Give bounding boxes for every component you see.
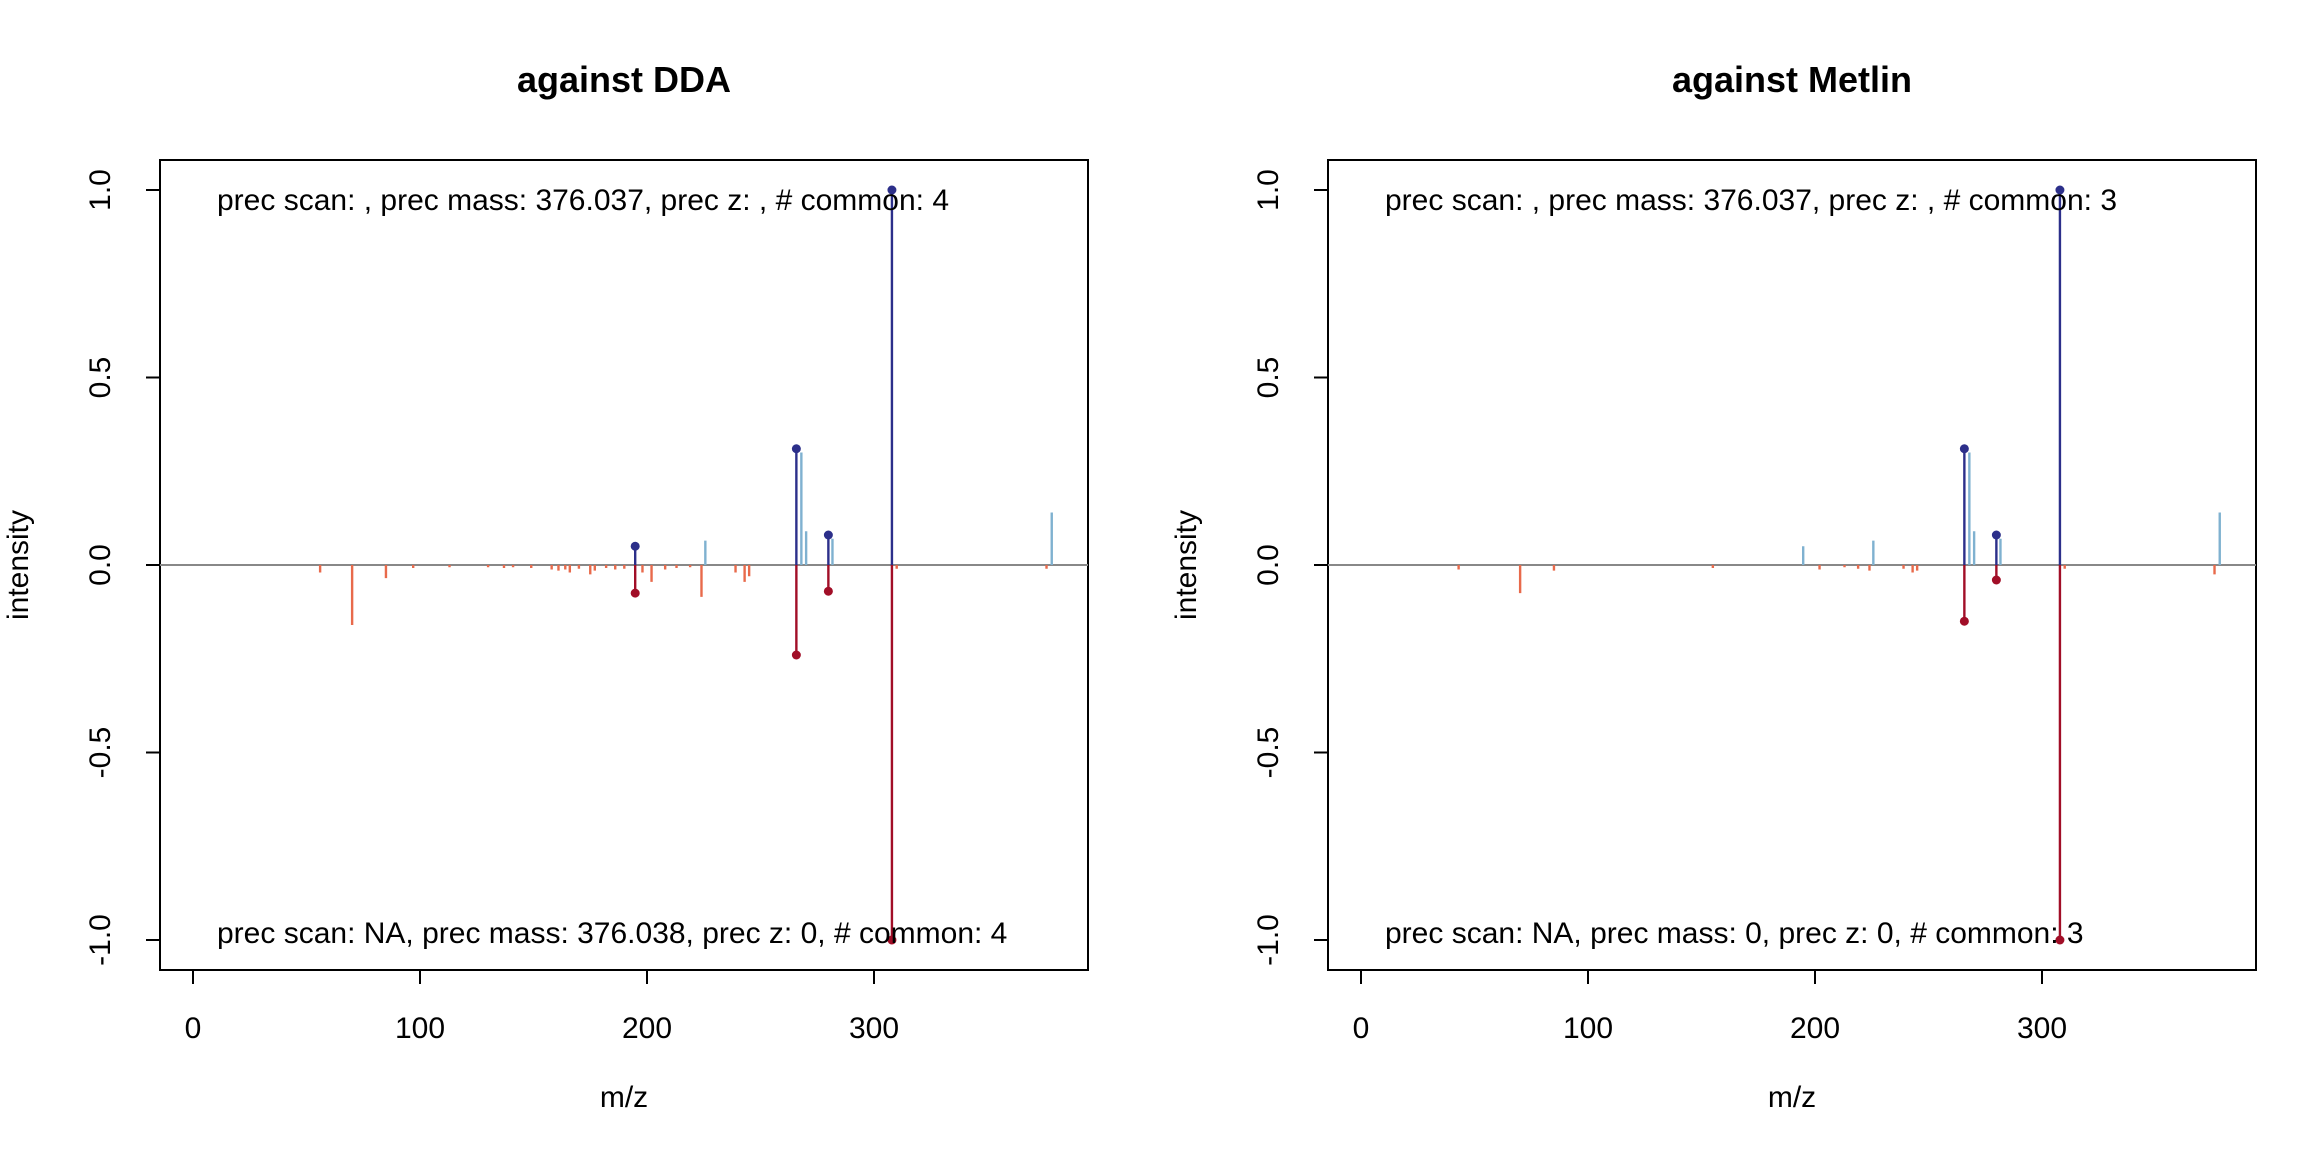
chart-panel-dda: against DDA 0 100 200 300 -1.0 -0.5 0.0 0.5 1.0 m/… <box>2 59 1089 1114</box>
y-tick-label: 0.5 <box>1252 357 1285 399</box>
reference-peak-marker <box>887 935 897 945</box>
y-axis-label: intensity <box>1170 510 1203 620</box>
top-annotation: prec scan: , prec mass: 376.037, prec z:… <box>217 184 949 217</box>
reference-peak-marker <box>791 650 801 660</box>
y-tick-label: 0.0 <box>1252 544 1285 586</box>
chart-panel-metlin: against Metlin 0 100 200 300 -1.0 -0.5 0.0 0.5 1.… <box>1170 59 2257 1114</box>
x-tick-label: 300 <box>849 1012 899 1045</box>
x-tick-label: 100 <box>1563 1012 1613 1045</box>
query-peak-marker <box>2055 185 2065 195</box>
query-peak-marker <box>791 444 801 454</box>
reference-peak-marker <box>1991 575 2001 585</box>
x-axis-label: m/z <box>600 1081 648 1114</box>
query-peak-marker <box>823 530 833 540</box>
x-tick-label: 0 <box>1353 1012 1370 1045</box>
top-annotation: prec scan: , prec mass: 376.037, prec z:… <box>1385 184 2117 217</box>
y-tick-label: 0.5 <box>84 357 117 399</box>
x-axis-label: m/z <box>1768 1081 1816 1114</box>
reference-peak-marker <box>823 586 833 596</box>
query-peak-marker <box>1991 530 2001 540</box>
y-tick-label: -1.0 <box>84 914 117 966</box>
query-peak-marker <box>630 541 640 551</box>
reference-peak-marker <box>2055 935 2065 945</box>
y-tick-label: 1.0 <box>1252 169 1285 211</box>
y-tick-label: 0.0 <box>84 544 117 586</box>
reference-peak-marker <box>630 588 640 598</box>
y-tick-label: 1.0 <box>84 169 117 211</box>
x-tick-label: 200 <box>1790 1012 1840 1045</box>
x-tick-label: 100 <box>395 1012 445 1045</box>
query-peak-marker <box>887 185 897 195</box>
y-tick-label: -1.0 <box>1252 914 1285 966</box>
chart-title: against DDA <box>517 59 731 100</box>
query-peak-marker <box>1959 444 1969 454</box>
reference-peak-marker <box>1959 616 1969 626</box>
bottom-annotation: prec scan: NA, prec mass: 0, prec z: 0, … <box>1385 917 2084 950</box>
bottom-annotation: prec scan: NA, prec mass: 376.038, prec … <box>217 917 1007 950</box>
x-tick-label: 200 <box>622 1012 672 1045</box>
y-tick-label: -0.5 <box>84 727 117 779</box>
x-tick-label: 0 <box>185 1012 202 1045</box>
chart-title: against Metlin <box>1672 59 1912 100</box>
x-tick-label: 300 <box>2017 1012 2067 1045</box>
y-axis-label: intensity <box>2 510 35 620</box>
y-tick-label: -0.5 <box>1252 727 1285 779</box>
